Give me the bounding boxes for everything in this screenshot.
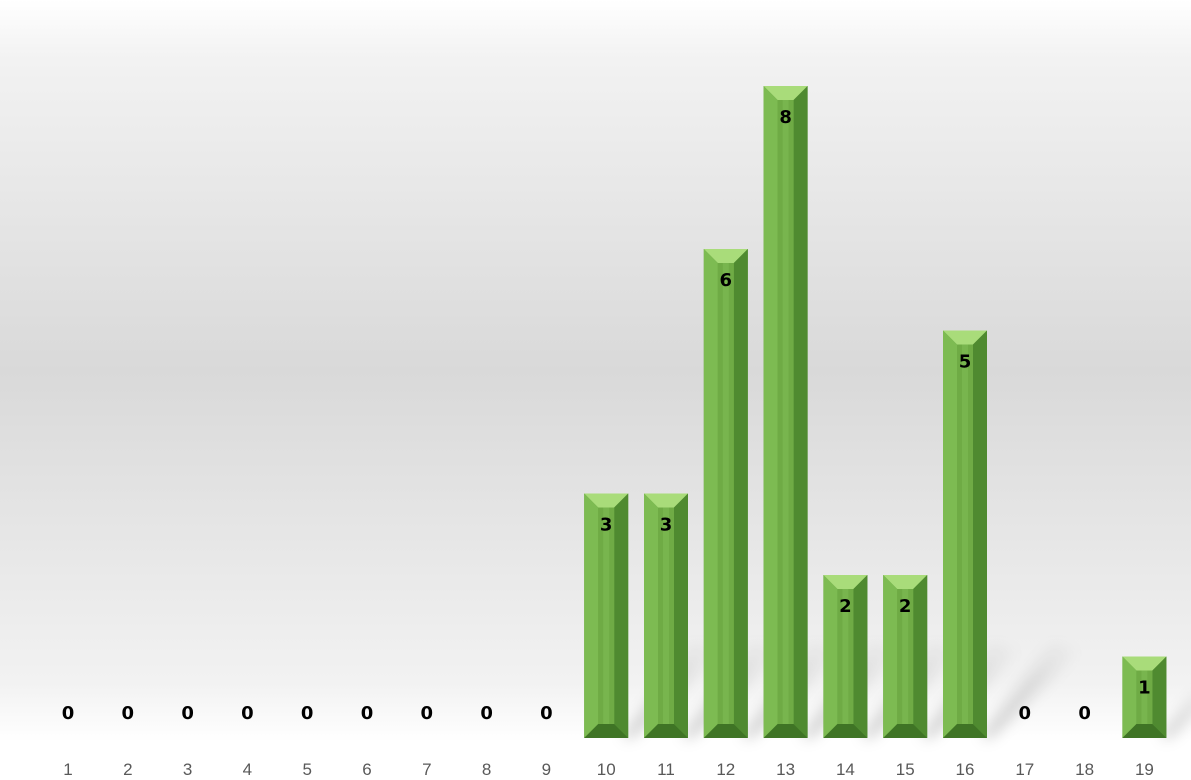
bar-bevel-left: [763, 86, 778, 738]
data-label: 0: [1078, 703, 1091, 724]
bar-bevel-right: [614, 493, 629, 738]
bar-bevel-bottom: [883, 724, 928, 738]
bar-series: [584, 86, 1167, 738]
bar-bevel-right: [733, 249, 748, 738]
bar-bevel-bottom: [823, 724, 868, 738]
bar-shadow: [1160, 697, 1191, 738]
bar-bevel-top: [644, 493, 688, 508]
bar-bevel-top: [823, 575, 868, 589]
bar-bevel-bottom: [644, 724, 688, 738]
data-label: 3: [600, 515, 613, 536]
x-tick-label: 1: [63, 760, 72, 779]
bar-highlight: [782, 100, 789, 724]
data-label: 3: [660, 515, 673, 536]
data-label: 0: [181, 703, 194, 724]
data-label: 2: [899, 596, 912, 617]
data-label: 8: [779, 107, 792, 128]
x-tick-label: 19: [1135, 760, 1154, 779]
x-tick-label: 11: [657, 760, 675, 779]
bar-bevel-top: [883, 575, 928, 589]
bar-bevel-top: [584, 493, 629, 508]
bar: [584, 493, 629, 738]
x-tick-label: 17: [1015, 760, 1034, 779]
bar-highlight: [722, 263, 729, 724]
bar-highlight: [842, 589, 849, 724]
x-tick-label: 2: [123, 760, 132, 779]
data-label: 0: [540, 703, 553, 724]
bar-bevel-top: [703, 249, 748, 263]
x-tick-label: 13: [776, 760, 795, 779]
bar-bevel-left: [584, 493, 599, 738]
data-label: 0: [361, 703, 374, 724]
bar-bevel-bottom: [943, 724, 987, 738]
bar: [1122, 656, 1167, 738]
bar-bevel-top: [943, 330, 987, 345]
bar: [703, 249, 748, 738]
x-tick-label: 7: [422, 760, 431, 779]
x-tick-label: 9: [542, 760, 551, 779]
bar-bevel-top: [763, 86, 808, 100]
x-tick-label: 8: [482, 760, 491, 779]
x-tick-label: 5: [302, 760, 311, 779]
bar-bevel-bottom: [584, 724, 629, 738]
bar: [763, 86, 808, 738]
x-tick-label: 3: [183, 760, 192, 779]
bar-highlight: [902, 589, 909, 724]
data-label: 6: [720, 270, 733, 291]
bar-bevel-left: [1122, 656, 1137, 738]
bar-bevel-right: [973, 330, 987, 738]
bar-highlight: [663, 507, 669, 724]
bar-highlight: [603, 507, 610, 724]
bar-bevel-left: [644, 493, 658, 738]
bar-bevel-top: [1122, 656, 1167, 671]
bar-bevel-left: [883, 575, 898, 738]
bar: [943, 330, 987, 738]
bar-bevel-right: [674, 493, 688, 738]
bar-bevel-bottom: [703, 724, 748, 738]
data-label: 2: [839, 596, 852, 617]
x-tick-label: 4: [243, 760, 252, 779]
data-labels: 0 0 0 0 0 0 0 0 0 3 3 6 8 2 2 5 0 0 1: [62, 107, 1151, 724]
bar-bevel-right: [913, 575, 928, 738]
x-tick-label: 14: [836, 760, 855, 779]
data-label: 0: [62, 703, 75, 724]
data-label: 1: [1138, 678, 1151, 699]
bar-bevel-left: [823, 575, 838, 738]
bar-bevel-bottom: [1122, 724, 1167, 738]
bar: [823, 575, 868, 738]
bar-highlight: [1141, 670, 1148, 724]
data-label: 0: [241, 703, 254, 724]
x-tick-label: 12: [716, 760, 735, 779]
x-tick-label: 18: [1075, 760, 1094, 779]
x-axis-ticks: 1 2 3 4 5 6 7 8 9 10 11 12 13 14 15 16 17 18 19: [63, 760, 1154, 779]
bar-shadow: [981, 642, 1079, 738]
bar-bevel-bottom: [763, 724, 808, 738]
data-label: 0: [1019, 703, 1032, 724]
x-tick-label: 6: [362, 760, 371, 779]
bar-bevel-right: [1152, 656, 1167, 738]
data-label: 0: [421, 703, 434, 724]
x-tick-label: 16: [956, 760, 975, 779]
bar-bevel-left: [943, 330, 957, 738]
data-label: 0: [122, 703, 135, 724]
bar-bevel-right: [793, 86, 808, 738]
bar-bevel-left: [703, 249, 718, 738]
x-tick-label: 10: [597, 760, 616, 779]
data-label: 5: [959, 352, 972, 373]
x-tick-label: 15: [896, 760, 915, 779]
bar-bevel-right: [853, 575, 868, 738]
bar-highlight: [962, 344, 968, 724]
bar: [644, 493, 688, 738]
bar: [883, 575, 928, 738]
data-label: 0: [480, 703, 493, 724]
data-label: 0: [301, 703, 314, 724]
